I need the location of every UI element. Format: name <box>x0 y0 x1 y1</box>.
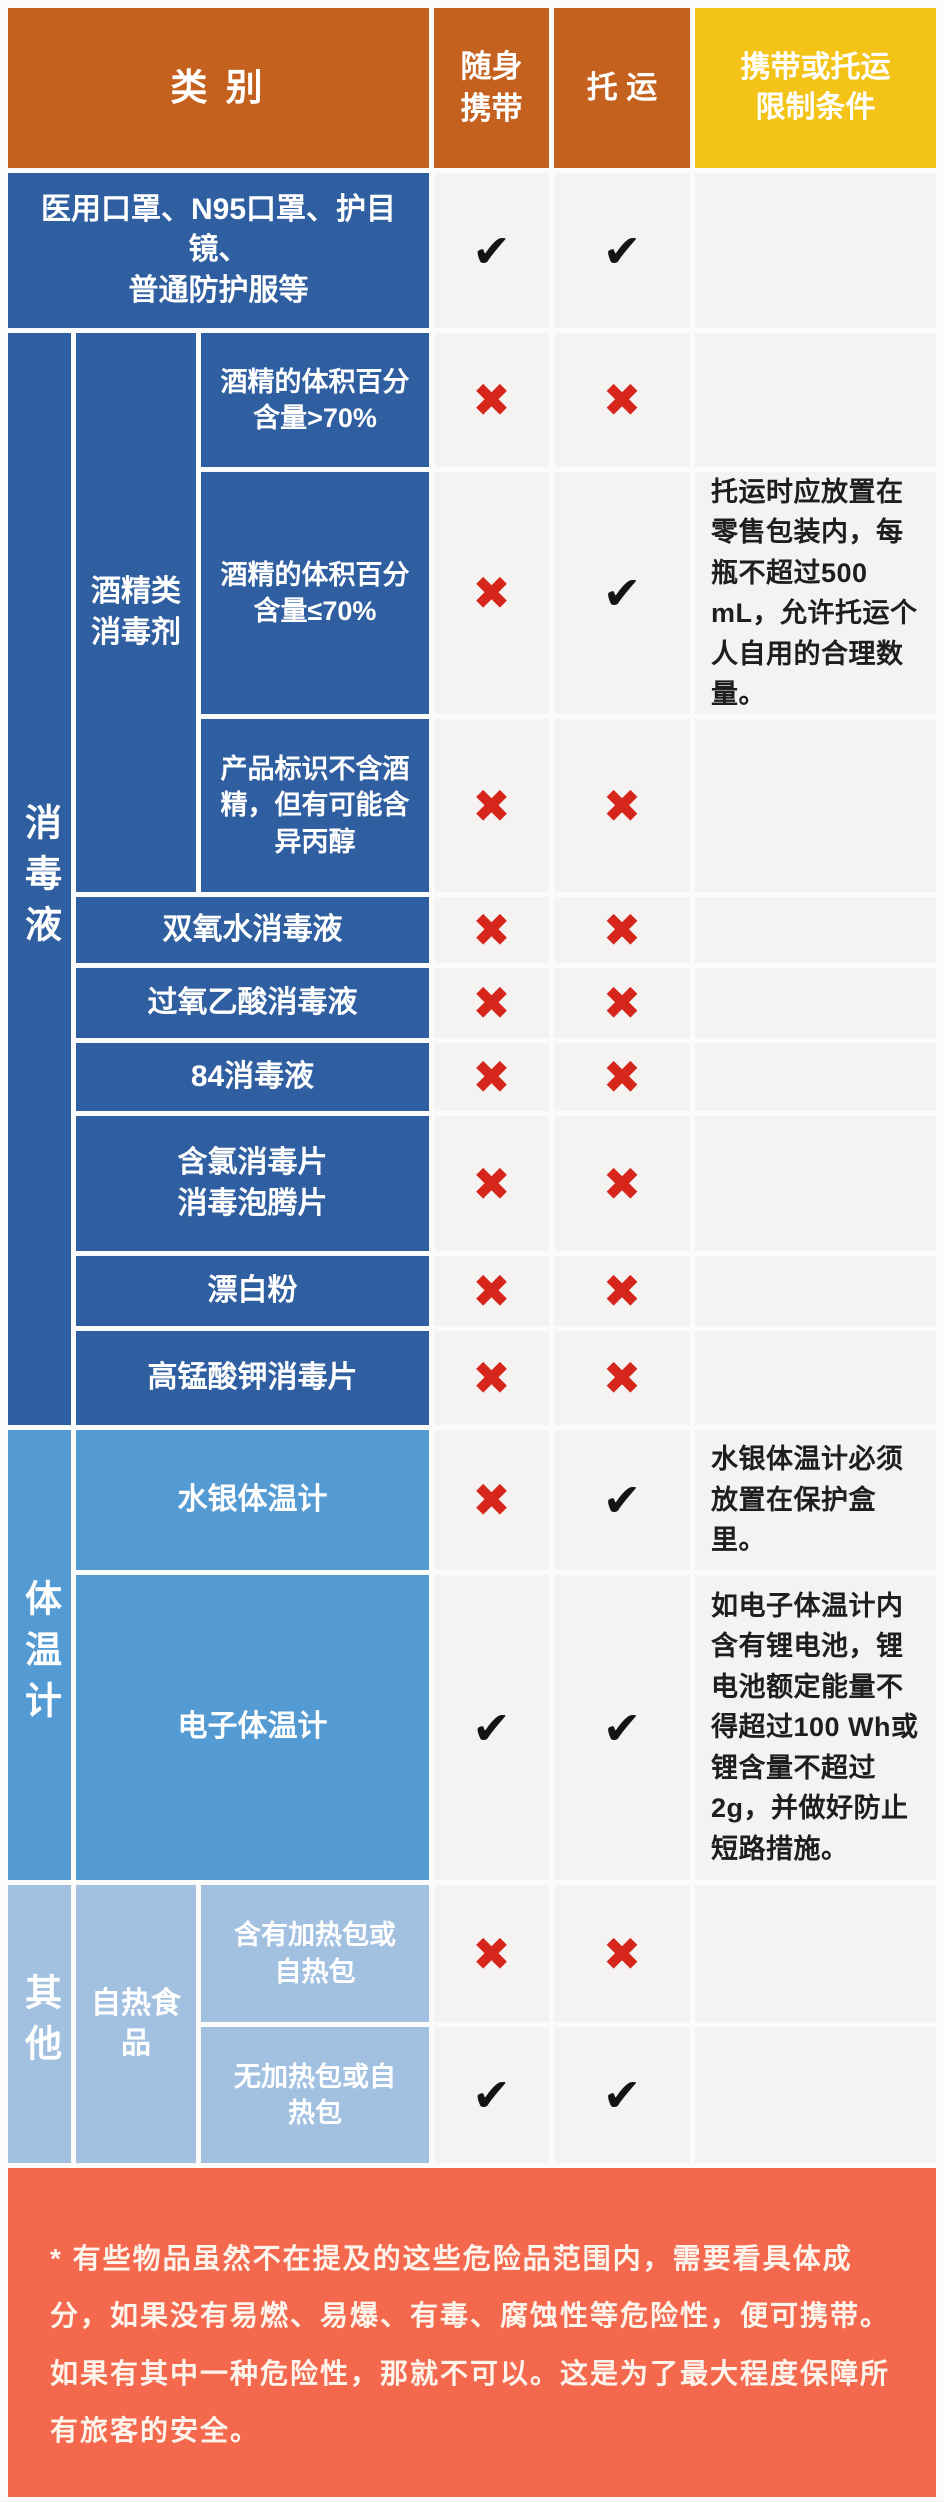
row-isopropanol-checked-mark: ✖ <box>554 719 690 892</box>
row-peracetic-acid-note <box>695 968 936 1038</box>
subgroup-self-heating-food-label: 自热食品 <box>76 1885 196 2163</box>
row-with-heat-pack-note <box>695 1885 936 2022</box>
row-hydrogen-peroxide-carry-mark: ✖ <box>434 897 549 963</box>
header-checked-baggage: 托 运 <box>554 8 690 168</box>
row-alcohol-gt70-checked-mark: ✖ <box>554 333 690 467</box>
row-isopropanol-carry-mark: ✖ <box>434 719 549 892</box>
row-alcohol-le70-label: 酒精的体积百分 含量≤70% <box>201 472 429 714</box>
row-masks-label: 医用口罩、N95口罩、护目镜、 普通防护服等 <box>8 173 429 328</box>
row-electronic-thermometer-note: 如电子体温计内含有锂电池，锂电池额定能量不得超过100 Wh或锂含量不超过2g，… <box>695 1575 936 1880</box>
row-84-disinfectant-checked-mark: ✖ <box>554 1043 690 1111</box>
row-permanganate-note <box>695 1331 936 1425</box>
row-hydrogen-peroxide-note <box>695 897 936 963</box>
header-category: 类 别 <box>8 8 429 168</box>
row-electronic-thermometer-checked-mark: ✔ <box>554 1575 690 1880</box>
row-mercury-thermometer-carry-mark: ✖ <box>434 1430 549 1570</box>
row-with-heat-pack-checked-mark: ✖ <box>554 1885 690 2022</box>
row-without-heat-pack-carry-mark: ✔ <box>434 2027 549 2163</box>
footnote: * 有些物品虽然不在提及的这些危险品范围内，需要看具体成分，如果没有易燃、易爆、… <box>8 2168 936 2497</box>
row-permanganate-carry-mark: ✖ <box>434 1331 549 1425</box>
row-masks-checked-mark: ✔ <box>554 173 690 328</box>
row-chlorine-tablets-label: 含氯消毒片 消毒泡腾片 <box>76 1116 429 1251</box>
row-84-disinfectant-label: 84消毒液 <box>76 1043 429 1111</box>
row-alcohol-le70-carry-mark: ✖ <box>434 472 549 714</box>
row-bleaching-powder-checked-mark: ✖ <box>554 1256 690 1326</box>
row-alcohol-gt70-carry-mark: ✖ <box>434 333 549 467</box>
row-84-disinfectant-carry-mark: ✖ <box>434 1043 549 1111</box>
header-restriction: 携带或托运 限制条件 <box>695 8 936 168</box>
row-bleaching-powder-carry-mark: ✖ <box>434 1256 549 1326</box>
row-bleaching-powder-note <box>695 1256 936 1326</box>
row-hydrogen-peroxide-checked-mark: ✖ <box>554 897 690 963</box>
row-electronic-thermometer-label: 电子体温计 <box>76 1575 429 1880</box>
row-chlorine-tablets-carry-mark: ✖ <box>434 1116 549 1251</box>
row-peracetic-acid-label: 过氧乙酸消毒液 <box>76 968 429 1038</box>
row-with-heat-pack-label: 含有加热包或 自热包 <box>201 1885 429 2022</box>
row-chlorine-tablets-checked-mark: ✖ <box>554 1116 690 1251</box>
row-alcohol-le70-checked-mark: ✔ <box>554 472 690 714</box>
row-mercury-thermometer-label: 水银体温计 <box>76 1430 429 1570</box>
row-with-heat-pack-carry-mark: ✖ <box>434 1885 549 2022</box>
row-peracetic-acid-carry-mark: ✖ <box>434 968 549 1038</box>
row-permanganate-label: 高锰酸钾消毒片 <box>76 1331 429 1425</box>
group-disinfectant-label: 消毒液 <box>8 333 71 1425</box>
row-isopropanol-label: 产品标识不含酒 精，但有可能含 异丙醇 <box>201 719 429 892</box>
row-masks-carry-mark: ✔ <box>434 173 549 328</box>
row-peracetic-acid-checked-mark: ✖ <box>554 968 690 1038</box>
restrictions-table: 类 别 随身 携带 托 运 携带或托运 限制条件 医用口罩、N95口罩、护目镜、… <box>8 8 936 2163</box>
row-bleaching-powder-label: 漂白粉 <box>76 1256 429 1326</box>
row-isopropanol-note <box>695 719 936 892</box>
row-84-disinfectant-note <box>695 1043 936 1111</box>
row-alcohol-le70-note: 托运时应放置在零售包装内，每瓶不超过500 mL，允许托运个人自用的合理数量。 <box>695 472 936 714</box>
row-hydrogen-peroxide-label: 双氧水消毒液 <box>76 897 429 963</box>
header-carry-on: 随身 携带 <box>434 8 549 168</box>
row-without-heat-pack-note <box>695 2027 936 2163</box>
row-without-heat-pack-checked-mark: ✔ <box>554 2027 690 2163</box>
group-other-label: 其他 <box>8 1885 71 2163</box>
group-thermometer-label: 体温计 <box>8 1430 71 1880</box>
row-chlorine-tablets-note <box>695 1116 936 1251</box>
row-electronic-thermometer-carry-mark: ✔ <box>434 1575 549 1880</box>
row-alcohol-gt70-label: 酒精的体积百分 含量>70% <box>201 333 429 467</box>
row-masks-note <box>695 173 936 328</box>
row-without-heat-pack-label: 无加热包或自 热包 <box>201 2027 429 2163</box>
row-mercury-thermometer-note: 水银体温计必须放置在保护盒里。 <box>695 1430 936 1570</box>
subgroup-alcohol-label: 酒精类 消毒剂 <box>76 333 196 892</box>
row-permanganate-checked-mark: ✖ <box>554 1331 690 1425</box>
row-mercury-thermometer-checked-mark: ✔ <box>554 1430 690 1570</box>
row-alcohol-gt70-note <box>695 333 936 467</box>
